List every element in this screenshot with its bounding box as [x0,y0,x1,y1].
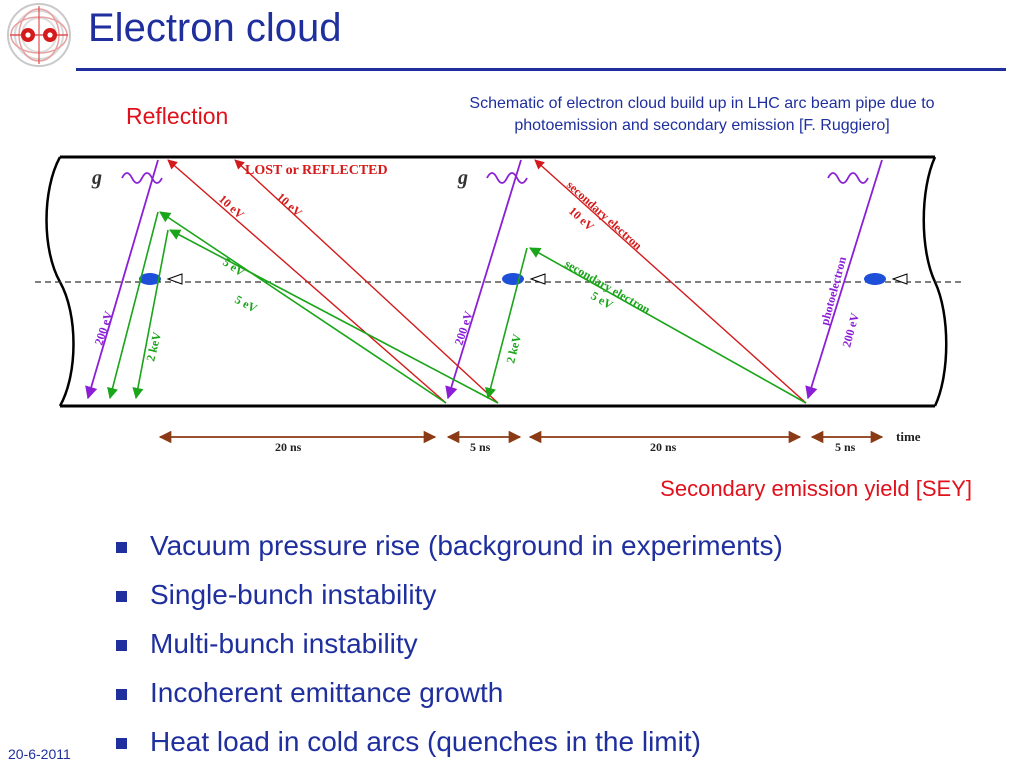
bullet-square-icon [116,689,127,700]
lost-path-1 [167,159,447,404]
bullet-list: Vacuum pressure rise (background in expe… [116,527,783,772]
bunches [139,273,908,285]
energy-200ev-a: 200 eV [92,309,116,347]
bunch-1-arrow [166,273,183,285]
bullet-text: Multi-bunch instability [150,628,418,659]
green-down-3 [485,247,528,400]
bullet-item: Heat load in cold arcs (quenches in the … [116,723,783,772]
energy-200ev-b: 200 eV [452,309,476,347]
photoelectron-path-3 [805,159,883,400]
photoelectron-label: photoelectron [817,255,849,327]
secondary-10ev-path [534,159,807,404]
lhc-dipole-logo-icon [7,3,71,67]
bunch-3-arrow [891,273,908,285]
bullet-text: Heat load in cold arcs (quenches in the … [150,726,701,757]
photon-wave-1 [121,172,163,184]
sey-label: Secondary emission yield [SEY] [660,476,972,501]
timeline-label-5ns-2: 5 ns [835,440,856,454]
bullet-item: Multi-bunch instability [116,625,783,674]
slide-date: 20-6-2011 [8,746,71,762]
photoelectron-path-1 [85,159,159,400]
slide-title: Electron cloud [88,6,342,50]
energy-2kev-b: 2 keV [503,332,524,364]
photon-symbol-1: g [91,167,102,189]
photoelectron-path-2 [445,159,522,400]
energy-10ev-b: 10 eV [274,190,305,220]
photon-symbol-2: g [457,167,468,189]
timeline-label-5ns-1: 5 ns [470,440,491,454]
photon-wave-2 [486,172,528,184]
photons [121,172,869,184]
bullet-text: Incoherent emittance growth [150,677,504,708]
reflection-label: Reflection [126,103,229,129]
lost-path-2 [234,159,499,404]
timeline-label-20ns-2: 20 ns [650,440,677,454]
electron-cloud-schematic: g g LOST or REFLECTED 200 eV 2 keV 10 eV… [35,155,965,454]
timeline-axis-label: time [896,429,921,444]
bunch-1 [139,273,161,285]
bullet-square-icon [116,542,127,553]
energy-2kev-a: 2 keV [143,330,164,362]
bullet-square-icon [116,640,127,651]
photon-wave-3 [827,172,869,184]
green-secondary-2 [169,229,499,404]
diagram-caption: Schematic of electron cloud build up in … [402,93,1002,137]
bunch-3 [864,273,886,285]
bullet-item: Single-bunch instability [116,576,783,625]
lost-reflected-label: LOST or REFLECTED [245,163,388,178]
beam-pipe [35,155,965,408]
bullet-text: Vacuum pressure rise (background in expe… [150,530,783,561]
energy-5ev-b: 5 eV [233,292,260,315]
green-secondary-3 [529,247,807,404]
energy-200ev-c: 200 eV [839,311,862,349]
caption-line-2: photoemission and secondary emission [F.… [514,117,890,134]
bunch-2-arrow [529,273,546,285]
bullet-item: Incoherent emittance growth [116,674,783,723]
green-secondary-1 [159,211,447,404]
green-down-1 [107,211,159,400]
green-down-2 [132,229,169,400]
caption-line-1: Schematic of electron cloud build up in … [469,95,935,112]
bullet-text: Single-bunch instability [150,579,437,610]
timeline-label-20ns-1: 20 ns [275,440,302,454]
title-divider [76,68,1006,71]
bullet-square-icon [116,738,127,749]
bullet-item: Vacuum pressure rise (background in expe… [116,527,783,576]
bullet-square-icon [116,591,127,602]
